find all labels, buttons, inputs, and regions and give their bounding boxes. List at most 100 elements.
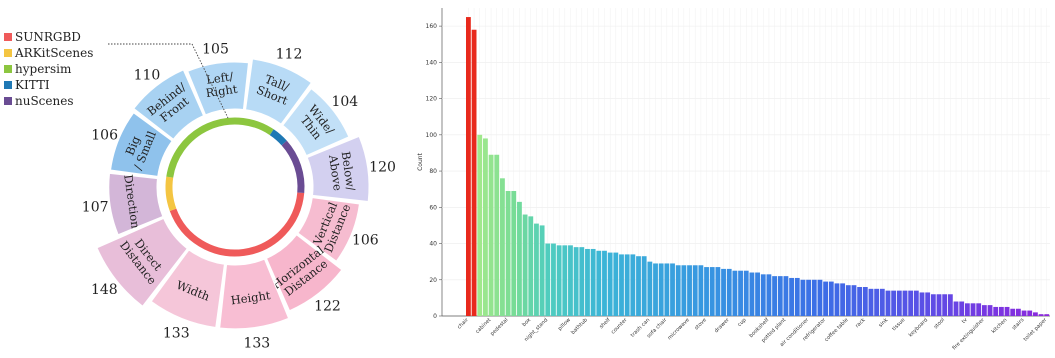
bar — [970, 303, 976, 316]
bar — [777, 276, 783, 316]
x-category-label: coffee table — [824, 317, 850, 343]
bar — [766, 274, 772, 316]
y-tick-label: 160 — [426, 23, 438, 30]
bar — [868, 288, 874, 316]
x-category-label: sink — [878, 317, 890, 329]
bar — [619, 254, 624, 316]
bar — [647, 261, 653, 316]
radial-segment-vertical-distance — [297, 197, 361, 262]
bar — [590, 248, 596, 316]
legend-swatch-nuscenes — [4, 97, 12, 105]
x-category-label: bathtub — [570, 317, 589, 336]
legend-label-kitti: KITTI — [15, 78, 50, 92]
bar — [613, 252, 619, 316]
legend-swatch-arkitscenes — [4, 49, 12, 57]
bar — [811, 279, 817, 316]
bar — [477, 134, 483, 316]
legend-leader-line — [108, 43, 229, 119]
bar — [930, 294, 936, 316]
bar — [1027, 310, 1033, 316]
bar — [522, 214, 528, 316]
bar — [630, 254, 636, 316]
radial-segment-behind-front — [133, 69, 205, 140]
bar — [721, 268, 726, 316]
bar — [573, 247, 579, 316]
bar — [471, 29, 477, 316]
x-category-label: pillow — [557, 317, 572, 332]
radial-chart-panel: Big / Small 106 Behind/Front 110 Left/Right 10… — [0, 0, 400, 354]
x-category-label: stove — [694, 317, 708, 331]
x-category-label: pedestal — [489, 317, 509, 337]
x-category-label: microwave — [667, 317, 691, 341]
bar — [698, 265, 704, 316]
bar — [483, 138, 488, 316]
bar — [709, 267, 715, 316]
inner-ring-arkitscenes — [165, 176, 177, 211]
bar — [840, 283, 846, 316]
radial-segment-direction — [108, 172, 164, 236]
bar — [998, 306, 1004, 316]
bar — [511, 190, 517, 316]
bar — [658, 263, 664, 316]
bar — [964, 303, 970, 316]
radial-segment-wide-thin — [282, 88, 350, 157]
radial-segment-horizontal-distance — [265, 234, 343, 312]
radial-segment-count: 148 — [91, 282, 118, 298]
y-axis-label: Count — [417, 152, 424, 170]
bar — [925, 292, 931, 316]
bar — [891, 290, 897, 316]
bar-chart-panel: 0 20 40 60 80 100 120 140 160 Count chair cabinet pe… — [410, 0, 1055, 354]
bar — [488, 154, 494, 316]
bar — [879, 288, 885, 316]
inner-ring-sunrgbd — [169, 192, 305, 257]
bar — [874, 288, 880, 316]
bar — [919, 292, 925, 316]
x-category-label: shelf — [599, 317, 612, 330]
bar — [568, 245, 573, 316]
legend-swatch-hypersim — [4, 65, 12, 73]
bar — [862, 287, 868, 316]
y-tick-label: 100 — [426, 132, 438, 139]
bar — [664, 263, 670, 316]
legend-label-nuscenes: nuScenes — [15, 94, 74, 108]
bar — [959, 301, 965, 316]
x-category-label: stool — [933, 317, 946, 330]
legend-label-sunrgbd: SUNRGBD — [15, 30, 81, 44]
x-category-label: toilet paper — [1023, 317, 1049, 343]
radial-segment-label: Right — [205, 82, 239, 100]
bar — [687, 265, 692, 316]
x-category-label: box — [521, 317, 532, 328]
y-tick-label: 60 — [429, 204, 437, 211]
radial-segment-tall-short — [245, 58, 313, 125]
radial-segment-count: 112 — [276, 46, 303, 62]
bar — [494, 154, 500, 316]
x-category-label: fire extinguisher — [952, 317, 987, 352]
bar — [1044, 314, 1050, 316]
bar — [828, 281, 834, 316]
legend-label-hypersim: hypersim — [15, 62, 72, 76]
radial-segment-height — [219, 258, 290, 330]
bar — [1004, 306, 1010, 316]
radial-segment-label: Height — [230, 288, 272, 307]
x-category-label: counter — [610, 317, 629, 336]
radial-segment-big-small — [109, 112, 173, 177]
radial-segment-label: Above — [326, 153, 345, 192]
x-category-label: stairs — [1011, 317, 1025, 331]
x-category-label: kitchen — [991, 317, 1009, 335]
bar — [534, 223, 539, 316]
x-category-label: cup — [737, 317, 748, 328]
inner-ring-hypersim — [166, 117, 274, 178]
bar — [789, 277, 795, 316]
radial-segment-count: 107 — [82, 200, 109, 216]
y-tick-label: 0 — [433, 313, 437, 320]
bar — [783, 276, 789, 316]
bar — [806, 279, 812, 316]
radial-segment-count: 106 — [352, 233, 379, 249]
bar — [1015, 308, 1021, 316]
bar — [579, 247, 585, 316]
x-category-label: tv — [961, 317, 969, 325]
bar — [942, 294, 948, 316]
bar — [845, 285, 851, 316]
bar — [602, 250, 607, 316]
